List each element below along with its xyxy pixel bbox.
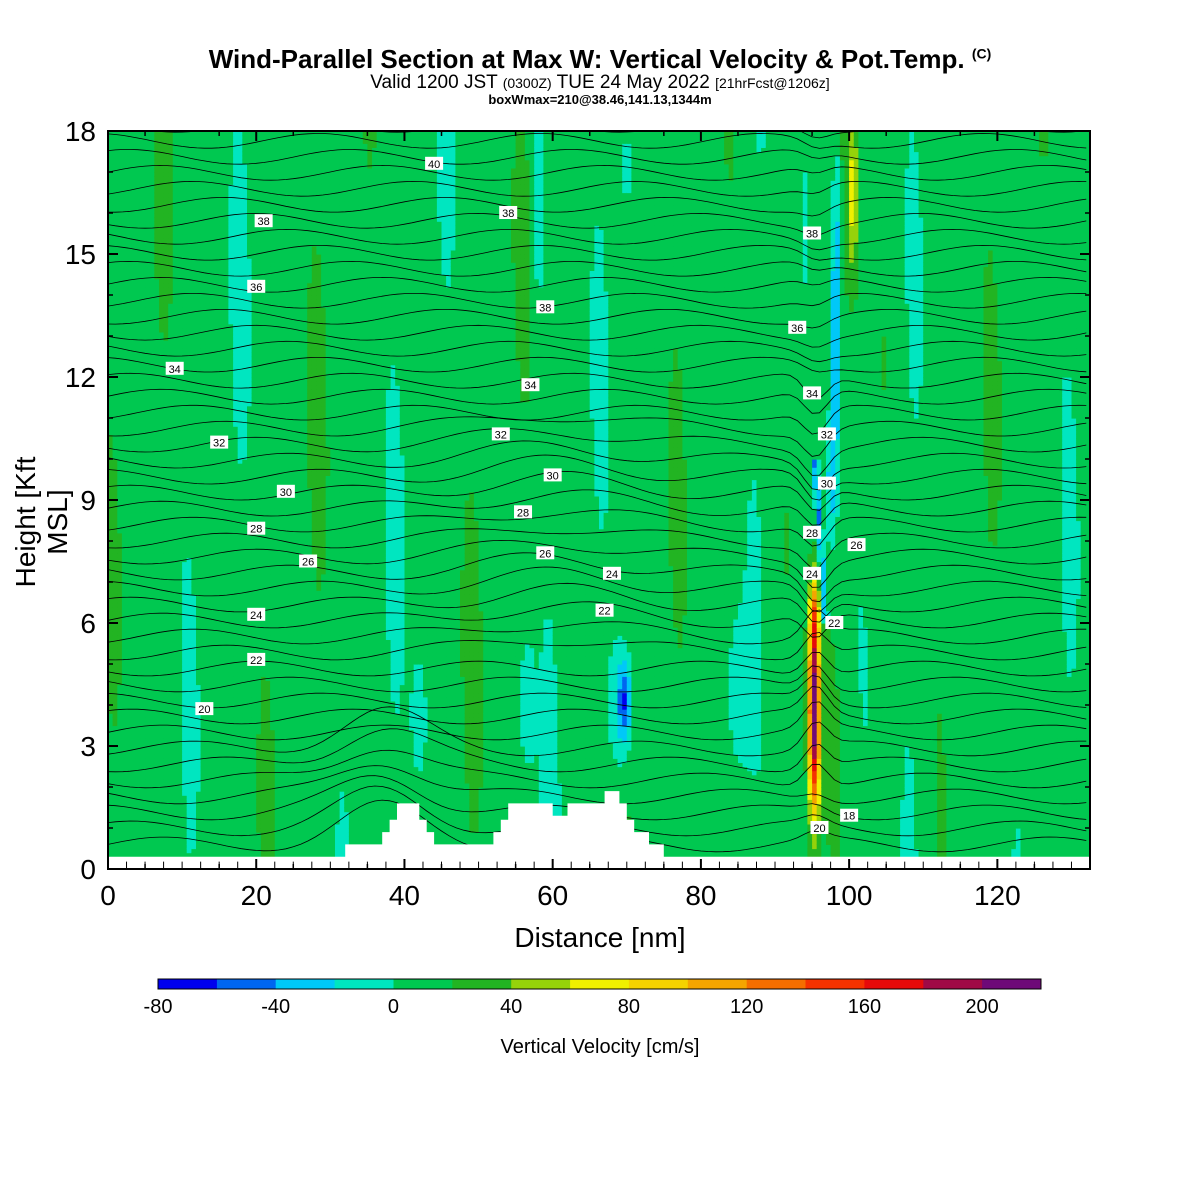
colorbar-tick-label: -40 bbox=[261, 996, 290, 1018]
theta-label: 22 bbox=[825, 616, 843, 630]
theta-label: 36 bbox=[788, 321, 806, 335]
colorbar-tick-label: 120 bbox=[730, 996, 763, 1018]
y-tick-label: 12 bbox=[65, 362, 96, 393]
x-tick-label: 80 bbox=[685, 880, 716, 911]
theta-label: 24 bbox=[803, 567, 821, 581]
theta-label: 38 bbox=[499, 206, 517, 220]
colorbar-swatch bbox=[276, 979, 335, 989]
theta-label: 26 bbox=[848, 538, 866, 552]
colorbar-label: Vertical Velocity [cm/s] bbox=[0, 1036, 1200, 1059]
colorbar-tick-label: 200 bbox=[965, 996, 998, 1018]
vertical-velocity-field bbox=[108, 127, 1091, 870]
theta-label: 26 bbox=[299, 555, 317, 569]
x-tick-label: 60 bbox=[537, 880, 568, 911]
theta-label: 24 bbox=[247, 608, 265, 622]
colorbar-swatch bbox=[158, 979, 217, 989]
x-axis-label: Distance [nm] bbox=[0, 922, 1200, 954]
theta-label: 38 bbox=[255, 214, 273, 228]
x-tick-label: 40 bbox=[389, 880, 420, 911]
cross-section-plot: 403838383836363434343232 3230303028282826… bbox=[0, 0, 1200, 1200]
theta-label: 36 bbox=[247, 280, 265, 294]
theta-label: 30 bbox=[544, 468, 562, 482]
theta-label: 34 bbox=[803, 386, 821, 400]
colorbar-swatch bbox=[747, 979, 806, 989]
theta-label: 28 bbox=[247, 522, 265, 536]
y-tick-label: 9 bbox=[80, 485, 96, 516]
theta-label: 30 bbox=[818, 477, 836, 491]
theta-label: 32 bbox=[818, 427, 836, 441]
y-tick-label: 0 bbox=[80, 854, 96, 885]
theta-label: 24 bbox=[603, 567, 621, 581]
theta-label: 32 bbox=[210, 436, 228, 450]
colorbar: -80 -40 0 40 80 120 160 200 bbox=[144, 979, 1042, 1018]
y-tick-label: 15 bbox=[65, 239, 96, 270]
theta-label: 22 bbox=[596, 604, 614, 618]
y-axis-label: Height [Kft MSL] bbox=[10, 422, 74, 622]
colorbar-tick-label: 0 bbox=[388, 996, 399, 1018]
colorbar-swatch bbox=[982, 979, 1041, 989]
x-tick-label: 120 bbox=[974, 880, 1021, 911]
theta-label: 38 bbox=[803, 227, 821, 241]
y-tick-label: 3 bbox=[80, 731, 96, 762]
colorbar-swatch bbox=[688, 979, 747, 989]
colorbar-swatch bbox=[394, 979, 453, 989]
theta-label: 28 bbox=[514, 505, 532, 519]
theta-label: 30 bbox=[277, 485, 295, 499]
theta-label: 26 bbox=[536, 546, 554, 560]
theta-label: 32 bbox=[492, 427, 510, 441]
colorbar-tick-label: -80 bbox=[144, 996, 173, 1018]
theta-label: 40 bbox=[425, 157, 443, 171]
colorbar-swatch bbox=[629, 979, 688, 989]
theta-label: 22 bbox=[247, 653, 265, 667]
colorbar-swatch bbox=[923, 979, 982, 989]
theta-label: 20 bbox=[810, 821, 828, 835]
x-tick-label: 20 bbox=[241, 880, 272, 911]
colorbar-swatch bbox=[806, 979, 865, 989]
colorbar-tick-label: 160 bbox=[848, 996, 881, 1018]
x-tick-label: 100 bbox=[826, 880, 873, 911]
theta-label: 34 bbox=[166, 362, 184, 376]
theta-label: 18 bbox=[840, 809, 858, 823]
y-tick-label: 6 bbox=[80, 608, 96, 639]
y-tick-label: 18 bbox=[65, 116, 96, 147]
colorbar-swatch bbox=[864, 979, 923, 989]
colorbar-swatch bbox=[335, 979, 394, 989]
colorbar-swatch bbox=[217, 979, 276, 989]
theta-label: 38 bbox=[536, 300, 554, 314]
theta-label: 28 bbox=[803, 526, 821, 540]
colorbar-swatch bbox=[452, 979, 511, 989]
theta-label: 34 bbox=[521, 378, 539, 392]
colorbar-swatch bbox=[570, 979, 629, 989]
colorbar-tick-label: 80 bbox=[618, 996, 640, 1018]
theta-label: 20 bbox=[195, 702, 213, 716]
colorbar-swatch bbox=[511, 979, 570, 989]
colorbar-tick-label: 40 bbox=[500, 996, 522, 1018]
x-tick-label: 0 bbox=[100, 880, 116, 911]
